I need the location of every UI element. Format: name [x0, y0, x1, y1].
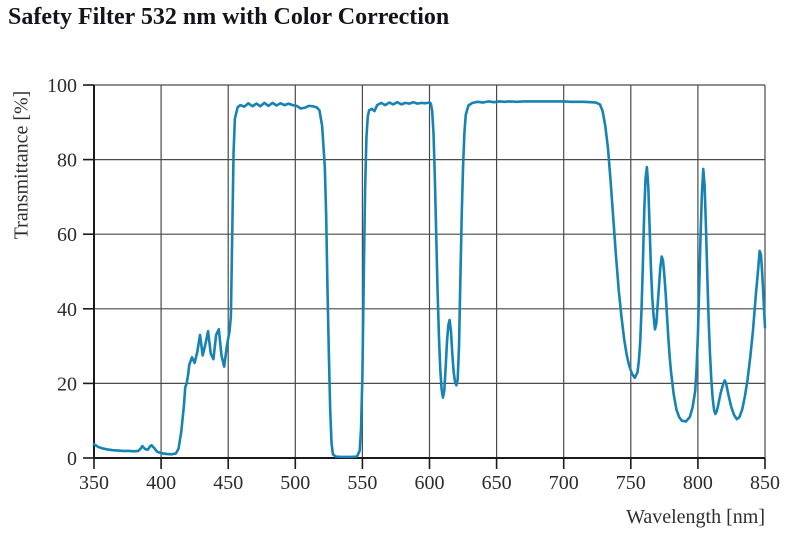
transmittance-curve	[92, 100, 767, 459]
x-tick-label: 700	[549, 472, 579, 494]
x-tick-label: 800	[683, 472, 713, 494]
x-tick-label: 550	[347, 472, 377, 494]
y-tick-label: 0	[67, 448, 77, 470]
x-tick-label: 750	[616, 472, 646, 494]
y-tick-label: 20	[57, 373, 77, 395]
y-tick-label: 80	[57, 150, 77, 172]
chart-title: Safety Filter 532 nm with Color Correcti…	[8, 4, 450, 30]
y-tick-label: 60	[57, 224, 77, 246]
x-tick-label: 600	[415, 472, 445, 494]
x-tick-label: 850	[750, 472, 780, 494]
y-tick-label: 100	[47, 75, 77, 97]
y-tick-label: 40	[57, 299, 77, 321]
y-axis-label: Transmittance [%]	[10, 90, 33, 240]
x-axis-label: Wavelength [nm]	[626, 506, 765, 528]
x-tick-label: 400	[146, 472, 176, 494]
x-tick-label: 650	[482, 472, 512, 494]
x-tick-label: 350	[79, 472, 109, 494]
x-tick-label: 450	[213, 472, 243, 494]
x-tick-label: 500	[280, 472, 310, 494]
